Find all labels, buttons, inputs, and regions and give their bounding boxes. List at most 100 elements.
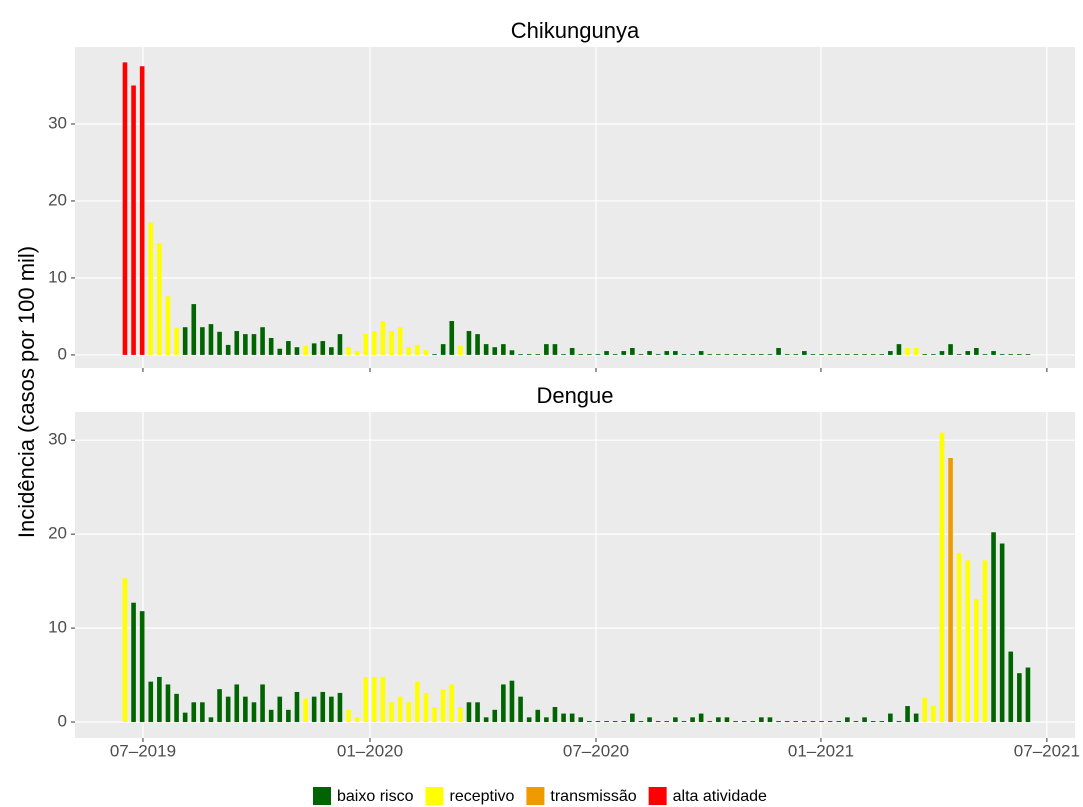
bar (707, 721, 713, 723)
bar (991, 532, 996, 723)
legend-swatch (313, 787, 331, 805)
bar (122, 62, 128, 355)
bar (879, 354, 885, 355)
bar (604, 721, 609, 723)
bar (260, 684, 265, 723)
bar (329, 696, 334, 723)
bar (569, 347, 575, 355)
bar (148, 681, 154, 723)
bar (165, 684, 171, 723)
panel-title: Dengue (536, 383, 613, 408)
y-tick-label: 30 (48, 113, 67, 132)
bar (853, 354, 859, 355)
bar (1017, 673, 1022, 723)
bar (939, 432, 945, 723)
bar (475, 702, 480, 723)
bar (277, 696, 283, 723)
bar (931, 354, 936, 355)
bar (217, 331, 222, 355)
bar (690, 354, 695, 355)
bar (1008, 651, 1014, 723)
bar (225, 696, 231, 723)
bar (182, 712, 188, 723)
bar (587, 721, 592, 723)
bar (423, 692, 429, 723)
bar (578, 717, 584, 723)
legend-swatch (425, 787, 444, 805)
legend-label: baixo risco (337, 788, 414, 805)
bar (982, 354, 988, 355)
bar (647, 717, 652, 723)
bar (845, 717, 850, 723)
bar (733, 721, 738, 723)
bar (999, 543, 1005, 723)
bar (552, 344, 558, 355)
bar (870, 721, 876, 723)
bar (956, 552, 962, 723)
bar (741, 721, 747, 723)
bar (810, 721, 816, 723)
bar (716, 354, 721, 355)
bar (638, 354, 644, 355)
bar (268, 337, 274, 355)
bar (681, 721, 687, 723)
bar (991, 351, 996, 355)
bar (879, 721, 885, 723)
bar (544, 344, 549, 355)
bar (612, 721, 618, 723)
bar (217, 689, 222, 723)
bar (638, 721, 644, 723)
bar (380, 676, 386, 723)
bar (569, 713, 575, 723)
bar (225, 344, 231, 355)
legend-swatch (648, 787, 667, 805)
bar (294, 691, 300, 723)
bar (819, 354, 824, 355)
bar (896, 344, 902, 355)
bar (208, 717, 214, 723)
bar (681, 354, 687, 355)
bar (501, 684, 506, 723)
x-tick-label: 01–2020 (337, 741, 403, 760)
bar (595, 354, 601, 355)
bar (750, 354, 756, 355)
bar (913, 713, 919, 723)
bar (724, 354, 730, 355)
bar (853, 721, 859, 723)
bar (836, 721, 842, 723)
bar (587, 354, 592, 355)
bar (965, 560, 971, 723)
bar (698, 351, 704, 355)
bar (440, 344, 446, 355)
bar (182, 327, 188, 355)
bar (458, 345, 463, 355)
bar (372, 676, 377, 723)
bar (234, 684, 240, 723)
bar (655, 721, 661, 723)
bar (354, 351, 360, 355)
bar (733, 354, 738, 355)
bar (630, 713, 635, 723)
bar (939, 351, 945, 355)
bar (552, 706, 558, 723)
bar (251, 334, 257, 355)
y-tick-label: 0 (58, 344, 67, 363)
bar (294, 347, 300, 355)
bar (303, 345, 308, 355)
bar (303, 698, 308, 723)
bar (260, 327, 265, 355)
panel-background (75, 47, 1075, 368)
legend-label: receptivo (449, 788, 514, 805)
bar (200, 702, 205, 723)
bar (759, 717, 764, 723)
bar (630, 347, 635, 355)
bar (621, 351, 627, 355)
bar (862, 717, 867, 723)
bar (741, 354, 747, 355)
bar (243, 334, 248, 355)
bar (337, 692, 343, 723)
bar (415, 344, 420, 355)
bar (191, 702, 197, 723)
bar (724, 717, 730, 723)
bar (767, 354, 773, 355)
